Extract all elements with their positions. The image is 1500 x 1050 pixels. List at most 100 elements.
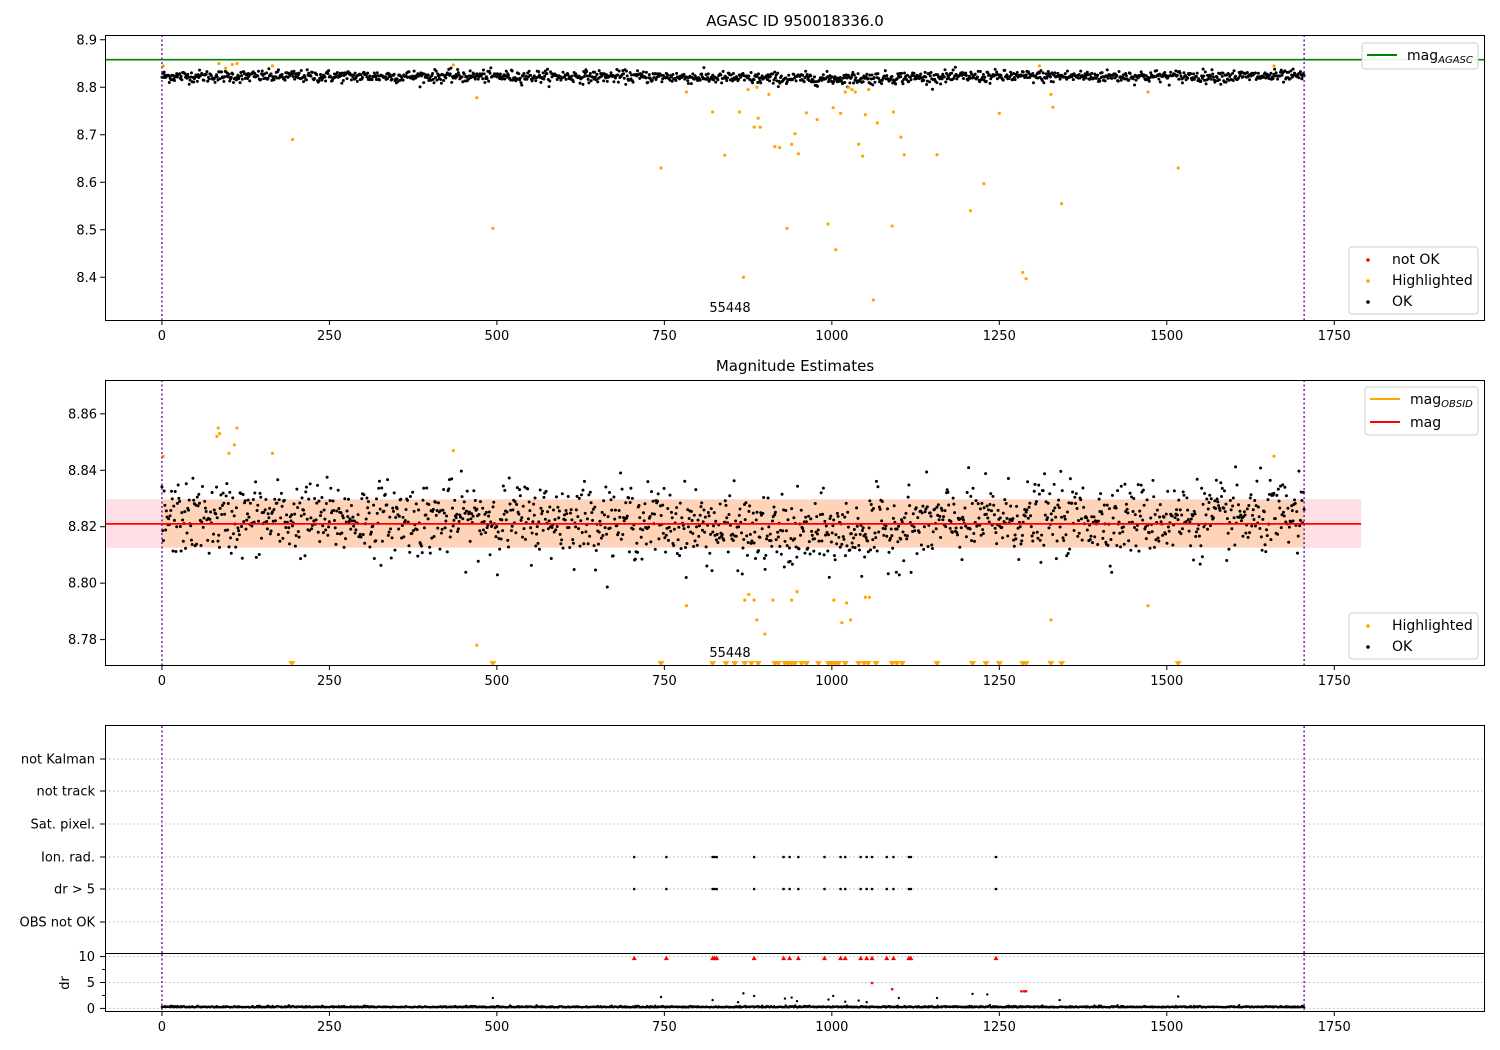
- ok-point: [1171, 543, 1175, 547]
- ok-point: [1221, 71, 1225, 75]
- highlighted-point: [737, 110, 741, 114]
- ok-point: [594, 549, 598, 553]
- ok-point: [408, 550, 412, 554]
- ok-point: [1253, 498, 1257, 502]
- ok-point: [809, 517, 813, 521]
- ok-point: [964, 71, 968, 75]
- ok-point: [279, 491, 283, 495]
- ok-point: [547, 85, 551, 89]
- ok-point: [245, 512, 249, 516]
- ok-point: [321, 524, 325, 528]
- ok-point: [500, 518, 504, 522]
- ok-point: [404, 507, 408, 511]
- ok-point: [667, 525, 671, 529]
- ok-point: [341, 79, 345, 83]
- ok-point: [873, 80, 877, 84]
- ok-point: [650, 512, 654, 516]
- ok-point: [327, 525, 331, 529]
- dr-clipped-marker: [858, 955, 864, 961]
- ok-point: [664, 550, 668, 554]
- ok-point: [969, 494, 973, 498]
- ok-point: [1154, 538, 1158, 542]
- ok-point: [921, 504, 925, 508]
- flag-point: [752, 887, 756, 891]
- ok-point: [231, 80, 235, 84]
- ok-point: [1115, 74, 1119, 78]
- ok-point: [922, 78, 926, 82]
- ok-point: [538, 488, 542, 492]
- ok-point: [726, 76, 730, 80]
- ok-point: [203, 506, 207, 510]
- ok-point: [1273, 516, 1277, 520]
- ok-point: [340, 531, 344, 535]
- ok-point: [487, 510, 491, 514]
- ok-point: [812, 549, 816, 553]
- ok-point: [1048, 75, 1052, 79]
- x-tick-label: 1000: [815, 674, 848, 689]
- ok-point: [226, 528, 230, 532]
- ok-point: [1046, 516, 1050, 520]
- ok-point: [923, 510, 927, 514]
- ok-point: [846, 525, 850, 529]
- ok-point: [1006, 477, 1010, 481]
- ok-point: [1044, 72, 1048, 76]
- ok-point: [1090, 515, 1094, 519]
- ok-point: [685, 542, 689, 546]
- ok-point: [305, 517, 309, 521]
- highlighted-point: [752, 125, 756, 129]
- highlighted-point: [1049, 618, 1053, 622]
- ok-point: [813, 537, 817, 541]
- ok-point: [983, 75, 987, 79]
- ok-point: [776, 71, 780, 75]
- ok-point: [256, 74, 260, 78]
- ok-point: [320, 495, 324, 499]
- dr-point: [1238, 1003, 1241, 1007]
- ok-point: [1029, 525, 1033, 529]
- ok-point: [259, 78, 263, 82]
- ok-point: [509, 529, 513, 533]
- ok-point: [302, 508, 306, 512]
- ok-point: [1199, 544, 1203, 548]
- ok-point: [1186, 76, 1190, 80]
- ok-point: [784, 509, 788, 513]
- ok-point: [1117, 520, 1121, 524]
- ok-point: [324, 79, 328, 83]
- ok-point: [1279, 68, 1283, 72]
- ok-point: [965, 490, 969, 494]
- ok-point: [815, 84, 819, 88]
- ok-point: [483, 80, 487, 84]
- ok-point: [852, 81, 856, 85]
- ok-point: [585, 69, 589, 73]
- ok-point: [495, 573, 499, 577]
- ok-point: [716, 78, 720, 82]
- ok-point: [549, 557, 553, 561]
- ok-point: [480, 72, 484, 76]
- flag-point: [907, 887, 911, 891]
- ok-point: [316, 483, 320, 487]
- highlighted-point: [475, 96, 479, 100]
- ok-point: [1156, 536, 1160, 540]
- ok-point: [1300, 498, 1304, 502]
- ok-point: [1299, 490, 1303, 494]
- ok-point: [766, 496, 770, 500]
- ok-point: [1179, 532, 1183, 536]
- ok-point: [363, 541, 367, 545]
- ok-point: [778, 544, 782, 548]
- ok-point: [895, 527, 899, 531]
- ok-point: [882, 533, 886, 537]
- ok-point: [195, 79, 199, 83]
- ok-point: [331, 499, 335, 503]
- ok-point: [672, 527, 676, 531]
- highlighted-below-range-marker: [835, 661, 843, 667]
- ok-point: [637, 503, 641, 507]
- ok-point: [426, 73, 430, 77]
- ok-point: [973, 72, 977, 76]
- ok-point: [1032, 489, 1036, 493]
- ok-point: [434, 500, 438, 504]
- ok-point: [619, 537, 623, 541]
- ok-point: [964, 74, 968, 78]
- ok-point: [222, 501, 226, 505]
- ok-point: [1267, 73, 1271, 77]
- ok-point: [435, 78, 439, 82]
- ok-point: [432, 535, 436, 539]
